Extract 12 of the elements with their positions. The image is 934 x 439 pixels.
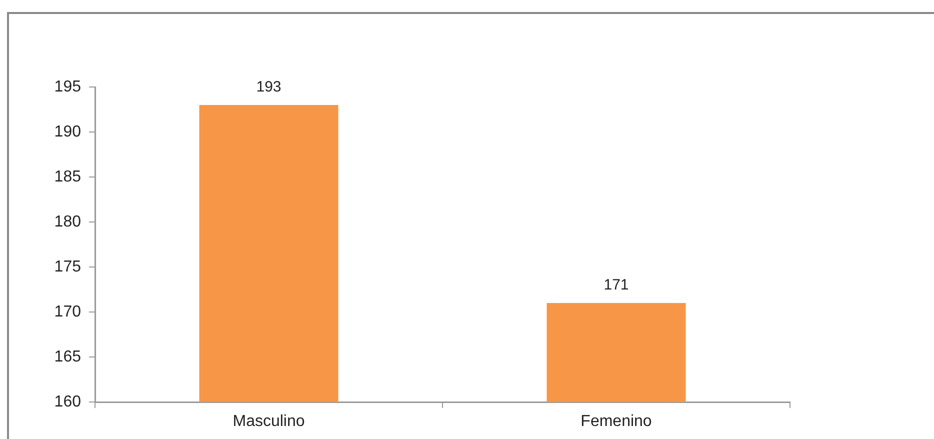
- y-tick-label: 170: [54, 303, 82, 320]
- y-tick-label: 190: [54, 123, 82, 140]
- y-tick-label: 165: [54, 348, 82, 366]
- data-label: 193: [256, 78, 282, 96]
- y-tick-label: 175: [54, 258, 82, 276]
- y-tick-label: 180: [54, 213, 82, 230]
- x-tick-label: Femenino: [580, 413, 652, 430]
- y-tick-label: 160: [54, 393, 82, 410]
- y-tick-label: 185: [54, 168, 82, 186]
- y-tick-label: 195: [54, 78, 82, 96]
- data-label: 171: [604, 276, 629, 294]
- x-tick-label: Masculino: [232, 413, 305, 430]
